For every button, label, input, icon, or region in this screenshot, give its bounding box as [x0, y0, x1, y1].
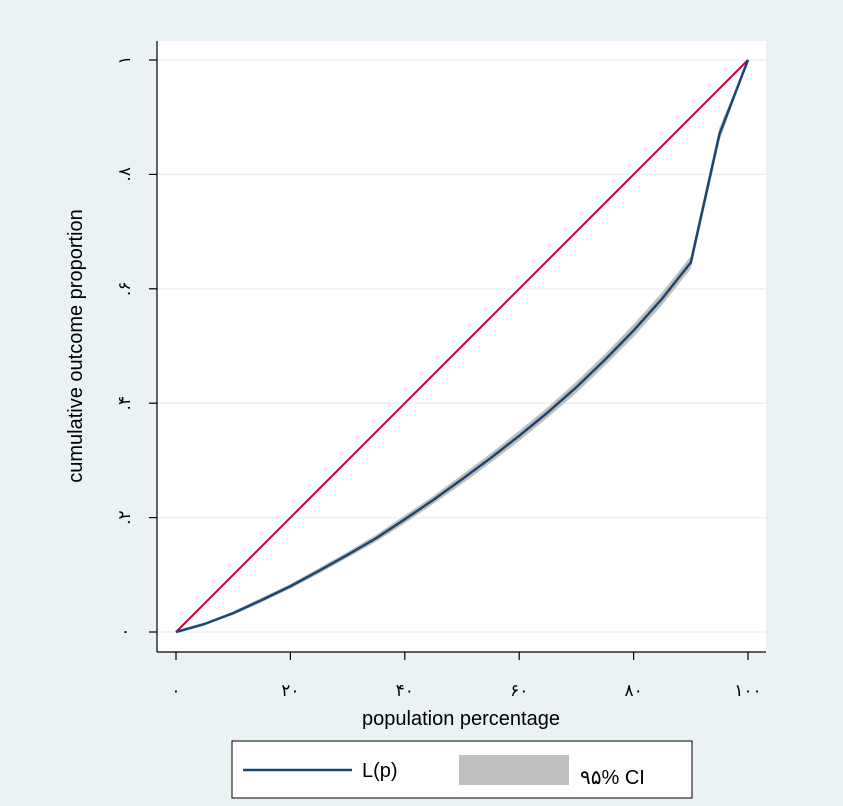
- legend-label-ci: ۹۵% CI: [580, 767, 645, 789]
- x-tick-label-2: ۴۰: [396, 681, 414, 701]
- y-tick-label-1: .۲: [115, 510, 135, 525]
- series-line-equality: [175, 59, 749, 633]
- axes: [156, 41, 766, 653]
- x-ticks: ۰ ۲۰ ۴۰ ۶۰ ۸۰ ۱۰۰: [171, 652, 762, 701]
- series-line-lp: [175, 59, 750, 634]
- y-tick-label-4: .۸: [115, 167, 135, 182]
- legend: L(p) ۹۵% CI: [231, 740, 693, 799]
- x-tick-label-5: ۱۰۰: [734, 681, 761, 701]
- legend-label-lp: L(p): [362, 760, 398, 782]
- x-axis-title: population percentage: [362, 708, 560, 730]
- legend-band-swatch: [459, 755, 569, 785]
- x-tick-label-3: ۶۰: [510, 681, 528, 701]
- series-layer: [175, 59, 750, 634]
- y-axis-title: cumulative outcome proportion: [65, 209, 87, 482]
- y-tick-label-5: ۱: [115, 55, 135, 64]
- grid-lines: [157, 59, 766, 633]
- x-tick-label-4: ۸۰: [624, 681, 642, 701]
- y-tick-label-0: ۰: [115, 627, 135, 636]
- y-tick-label-2: .۴: [115, 396, 135, 411]
- y-ticks: ۰ .۲ .۴ .۶ .۸ ۱: [115, 55, 157, 637]
- x-tick-label-1: ۲۰: [281, 681, 299, 701]
- x-tick-label-0: ۰: [171, 681, 180, 701]
- y-tick-label-3: .۶: [115, 282, 135, 297]
